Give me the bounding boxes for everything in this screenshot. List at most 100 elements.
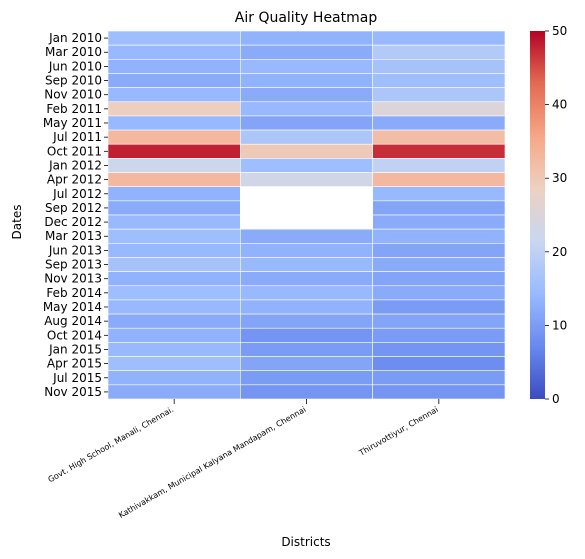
colorbar (530, 31, 545, 399)
heatmap-cell (240, 172, 373, 187)
heatmap-cell (107, 214, 241, 230)
heatmap-cell (240, 129, 373, 145)
y-tick-label: Jan 2010 (48, 31, 102, 45)
heatmap-cells (107, 30, 506, 400)
heatmap-cell (240, 214, 373, 230)
heatmap-cell (107, 129, 241, 145)
y-tick-label: Jan 2015 (48, 342, 102, 356)
heatmap-cell (240, 73, 373, 88)
y-tick-label: Feb 2014 (46, 286, 102, 300)
heatmap-cell (107, 172, 241, 187)
heatmap-cell (107, 44, 241, 60)
heatmap-cell (107, 228, 241, 244)
heatmap-cell (107, 257, 241, 272)
heatmap-cell (240, 384, 373, 400)
y-tick-label: Oct 2011 (47, 144, 102, 158)
y-tick-label: Jul 2012 (52, 187, 102, 201)
heatmap-cell (240, 87, 373, 103)
y-tick-label: Jul 2015 (52, 371, 102, 385)
heatmap-cell (372, 342, 506, 357)
y-tick-label: Jun 2013 (48, 243, 102, 257)
x-tick-label: Govt. High School, Manali, Chennai. (47, 405, 176, 484)
y-tick-label: Aug 2014 (44, 314, 102, 328)
heatmap-cell (107, 370, 241, 386)
heatmap-cell (372, 115, 506, 131)
colorbar-tick-label: 0 (552, 392, 560, 406)
y-axis-label: Dates (10, 205, 24, 240)
heatmap-cell (372, 271, 506, 287)
y-tick-label: Feb 2011 (46, 102, 102, 116)
heatmap-cell (107, 186, 241, 202)
heatmap-cell (240, 299, 373, 315)
y-tick-label: Mar 2010 (45, 45, 102, 59)
heatmap-cell (240, 200, 373, 216)
heatmap-cell (372, 186, 506, 202)
colorbar-tick-label: 20 (552, 245, 567, 259)
heatmap-cell (372, 313, 506, 329)
heatmap-cell (107, 342, 241, 357)
heatmap-cell (240, 30, 373, 46)
heatmap-cell (372, 87, 506, 103)
heatmap-cell (372, 299, 506, 315)
heatmap-cell (107, 243, 241, 258)
heatmap-cell (240, 44, 373, 60)
heatmap-cell (240, 271, 373, 287)
heatmap-cell (240, 101, 373, 117)
heatmap-cell (372, 356, 506, 371)
heatmap-cell (240, 186, 373, 202)
heatmap-cell (107, 327, 241, 343)
heatmap-cell (107, 143, 241, 159)
y-tick-label: Nov 2015 (44, 385, 102, 399)
heatmap-cell (372, 44, 506, 60)
heatmap-cell (240, 342, 373, 357)
y-tick-label: Dec 2012 (44, 215, 102, 229)
heatmap-cell (107, 115, 241, 131)
y-tick-label: Jan 2012 (48, 158, 102, 172)
colorbar-tick-label: 30 (552, 171, 567, 185)
x-tick-label: Thiruvottiyur, Chennai (357, 405, 440, 458)
y-tick-label: Sep 2010 (45, 74, 102, 88)
heatmap-cell (240, 143, 373, 159)
heatmap-cell (107, 299, 241, 315)
heatmap-cell (107, 87, 241, 103)
heatmap-cell (240, 370, 373, 386)
colorbar-tick-label: 40 (552, 98, 567, 112)
x-axis-ticks: Govt. High School, Manali, Chennai.Kathi… (47, 399, 440, 520)
y-tick-label: Sep 2012 (45, 201, 102, 215)
heatmap-cell (372, 143, 506, 159)
y-tick-label: May 2014 (43, 300, 102, 314)
heatmap-cell (240, 158, 373, 173)
heatmap-cell (372, 158, 506, 173)
heatmap-cell (107, 59, 241, 74)
heatmap-cell (372, 200, 506, 216)
heatmap-cell (240, 356, 373, 371)
heatmap-cell (107, 285, 241, 301)
colorbar-ticks: 0 10 20 30 40 50 (545, 24, 567, 406)
heatmap-cell (107, 73, 241, 88)
heatmap-cell (240, 243, 373, 258)
y-tick-label: Mar 2013 (45, 229, 102, 243)
heatmap-cell (372, 257, 506, 272)
colorbar-tick-label: 50 (552, 24, 567, 38)
y-tick-label: Oct 2014 (47, 328, 102, 342)
heatmap-cell (107, 158, 241, 173)
y-tick-label: Nov 2013 (44, 272, 102, 286)
y-tick-label: Jul 2011 (52, 130, 102, 144)
heatmap-cell (107, 271, 241, 287)
heatmap-cell (372, 214, 506, 230)
heatmap-cell (107, 200, 241, 216)
heatmap-cell (372, 384, 506, 400)
heatmap-cell (107, 313, 241, 329)
heatmap-cell (372, 243, 506, 258)
heatmap-cell (240, 228, 373, 244)
y-tick-label: Nov 2010 (44, 88, 102, 102)
colorbar-tick-label: 10 (552, 318, 567, 332)
heatmap-cell (240, 327, 373, 343)
heatmap-cell (372, 228, 506, 244)
heatmap-cell (107, 356, 241, 371)
heatmap-cell (372, 327, 506, 343)
y-tick-label: May 2011 (43, 116, 102, 130)
heatmap-cell (372, 285, 506, 301)
heatmap-cell (240, 285, 373, 301)
